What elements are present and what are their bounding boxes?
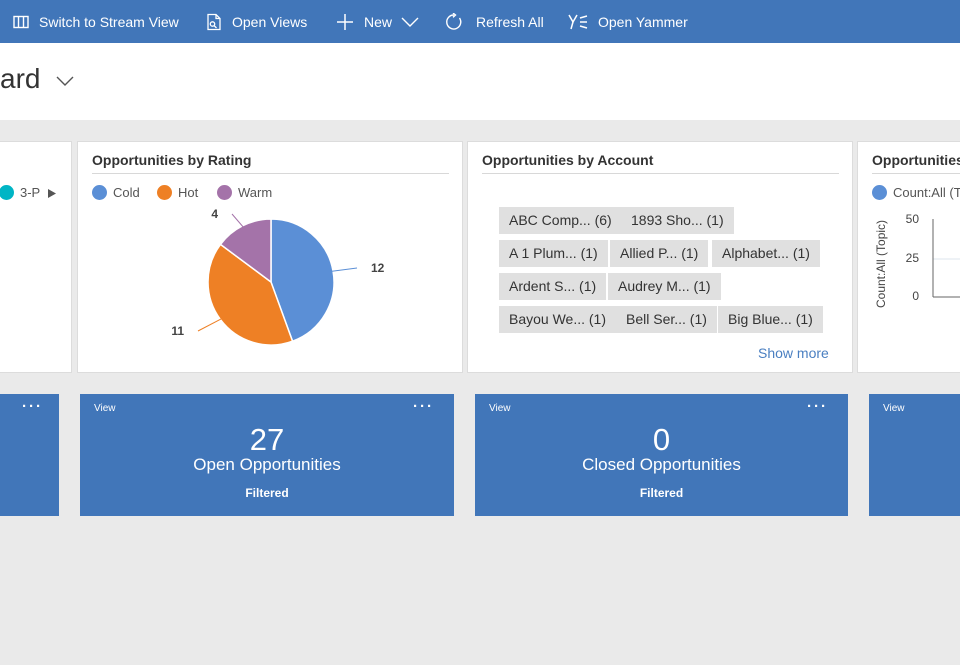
legend-label: Warm — [238, 184, 273, 200]
legend-label: Hot — [178, 184, 199, 200]
yammer-icon — [568, 13, 588, 31]
divider — [482, 173, 839, 174]
partial-chart-panel: 3-P — [0, 141, 72, 373]
tile-filter-status: Filtered — [245, 486, 289, 500]
account-tag[interactable]: Bayou We... (1) — [499, 306, 617, 333]
panel-title: Opportunities — [872, 152, 960, 168]
y-tick-label: 0 — [912, 289, 919, 303]
y-axis-label: Count:All (Topic) — [874, 220, 888, 308]
pie-leader-line — [197, 317, 223, 332]
account-tag[interactable]: Allied P... (1) — [610, 240, 709, 267]
account-tag[interactable]: Alphabet... (1) — [712, 240, 820, 267]
open-views-icon — [206, 13, 222, 31]
open-views-button[interactable]: Open Views — [206, 0, 307, 43]
new-label: New — [364, 13, 393, 30]
more-options-icon[interactable]: ··· — [22, 398, 43, 415]
pie-leader-line — [331, 267, 358, 272]
account-tag[interactable]: ABC Comp... (6) — [499, 207, 622, 234]
plus-icon — [336, 13, 354, 31]
show-more-link[interactable]: Show more — [758, 345, 829, 361]
page-title: ard — [0, 63, 41, 94]
switch-to-stream-view-button[interactable]: Switch to Stream View — [13, 0, 179, 43]
opportunities-by-account-panel: Opportunities by Account ABC Comp... (6)… — [467, 141, 853, 373]
tile-count: 0 — [652, 422, 671, 457]
legend-item-3p[interactable]: 3-P — [0, 183, 40, 201]
legend-item-hot[interactable]: Hot — [157, 183, 198, 201]
legend-label: Cold — [113, 184, 140, 200]
topic-bar-chart[interactable]: Count:All (Topic) 50 25 0 — [858, 142, 960, 372]
tile-view-label: View — [883, 403, 905, 414]
tile-filter-status: Filtered — [639, 486, 684, 500]
legend-swatch — [872, 184, 887, 200]
y-tick-label: 25 — [906, 251, 920, 265]
open-views-label: Open Views — [232, 13, 308, 30]
open-yammer-button[interactable]: Open Yammer — [568, 0, 688, 43]
open-yammer-label: Open Yammer — [598, 13, 688, 30]
dashboard-selector-chevron-icon[interactable] — [56, 73, 74, 91]
pie-leader-line — [231, 213, 244, 228]
stream-view-icon — [13, 15, 29, 29]
account-tag[interactable]: Audrey M... (1) — [608, 273, 721, 300]
command-bar: Switch to Stream View Open Views New Ref… — [0, 0, 960, 43]
view-tile-partial-right[interactable]: View — [869, 394, 960, 516]
refresh-icon — [445, 12, 463, 31]
switch-to-stream-view-label: Switch to Stream View — [39, 13, 179, 30]
opportunities-by-topic-panel: Opportunities Count:All (To Count:All (T… — [857, 141, 960, 373]
legend-label: 3-P — [20, 184, 41, 200]
pie-data-label: 11 — [171, 324, 184, 338]
y-tick-label: 50 — [906, 212, 920, 226]
legend-item-warm[interactable]: Warm — [217, 183, 272, 201]
legend-item-cold[interactable]: Cold — [92, 183, 140, 201]
legend-label: Count:All (To — [893, 184, 960, 200]
panel-title: Opportunities by Rating — [92, 152, 252, 168]
more-options-icon[interactable]: ··· — [413, 398, 434, 415]
rating-pie-chart[interactable]: 12 11 4 — [78, 142, 462, 372]
view-tile-partial-left[interactable]: ··· — [0, 394, 59, 516]
opportunities-by-rating-panel: Opportunities by Rating Cold Hot Warm 12… — [77, 141, 463, 373]
account-tag[interactable]: A 1 Plum... (1) — [499, 240, 608, 267]
account-tag[interactable]: Ardent S... (1) — [499, 273, 607, 300]
divider — [92, 173, 449, 174]
legend-next-arrow-icon[interactable] — [47, 186, 57, 204]
tile-view-label: View — [489, 403, 511, 414]
new-button[interactable]: New — [336, 0, 419, 43]
refresh-all-label: Refresh All — [476, 13, 544, 30]
account-tag[interactable]: 1893 Sho... (1) — [621, 207, 734, 234]
dashboard-header: ard — [0, 43, 960, 120]
divider — [872, 173, 960, 174]
legend-item-count[interactable]: Count:All (To — [872, 183, 960, 201]
open-opportunities-tile[interactable]: View ··· 27 Open Opportunities Filtered — [80, 394, 454, 516]
pie-data-label: 12 — [371, 261, 385, 275]
tile-count: 27 — [249, 422, 285, 457]
tile-label: Open Opportunities — [193, 455, 341, 474]
legend-swatch — [157, 184, 172, 200]
account-tag[interactable]: Bell Ser... (1) — [616, 306, 717, 333]
account-tag[interactable]: Big Blue... (1) — [718, 306, 823, 333]
pie-data-label: 4 — [211, 207, 218, 221]
more-options-icon[interactable]: ··· — [807, 398, 828, 415]
closed-opportunities-tile[interactable]: View ··· 0 Closed Opportunities Filtered — [475, 394, 848, 516]
refresh-all-button[interactable]: Refresh All — [445, 0, 544, 43]
legend-swatch — [0, 184, 14, 200]
legend-swatch — [217, 184, 232, 200]
panel-title: Opportunities by Account — [482, 152, 654, 168]
legend-swatch — [92, 184, 107, 200]
tile-view-label: View — [94, 403, 116, 414]
chevron-down-icon — [401, 17, 419, 27]
tile-label: Closed Opportunities — [582, 455, 741, 474]
